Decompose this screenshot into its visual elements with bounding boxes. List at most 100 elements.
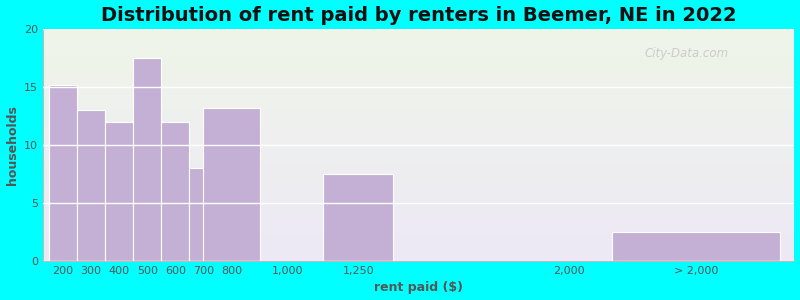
Bar — [43, 57, 794, 59]
Bar — [43, 92, 794, 94]
Bar — [611, 232, 780, 261]
Bar — [43, 187, 794, 189]
Bar — [43, 236, 794, 238]
Bar — [43, 112, 794, 115]
Bar — [43, 64, 794, 66]
Bar — [49, 85, 77, 261]
Bar — [43, 184, 794, 187]
Bar — [43, 233, 794, 236]
Bar — [43, 50, 794, 52]
Bar — [43, 34, 794, 36]
Bar — [43, 145, 794, 147]
Bar — [43, 219, 794, 222]
Bar — [43, 87, 794, 89]
Bar — [43, 240, 794, 242]
X-axis label: rent paid ($): rent paid ($) — [374, 281, 463, 294]
Bar — [43, 247, 794, 249]
Bar — [43, 73, 794, 75]
Bar — [43, 129, 794, 131]
Bar — [43, 59, 794, 61]
Bar — [43, 256, 794, 259]
Bar — [43, 36, 794, 38]
Bar — [43, 54, 794, 57]
Bar — [43, 161, 794, 164]
Bar — [43, 61, 794, 64]
Bar — [43, 119, 794, 122]
Bar — [43, 245, 794, 247]
Bar — [43, 66, 794, 68]
Bar — [43, 110, 794, 112]
Bar — [43, 178, 794, 180]
Bar — [43, 175, 794, 178]
Bar — [43, 242, 794, 245]
Bar — [43, 173, 794, 175]
Bar — [43, 124, 794, 126]
Bar — [43, 68, 794, 71]
Bar — [43, 80, 794, 82]
Bar — [190, 168, 218, 261]
Bar — [43, 224, 794, 226]
Bar — [43, 170, 794, 173]
Bar — [43, 159, 794, 161]
Bar — [43, 126, 794, 129]
Bar — [43, 168, 794, 170]
Bar — [43, 38, 794, 40]
Bar — [43, 136, 794, 138]
Bar — [43, 85, 794, 87]
Bar — [43, 47, 794, 50]
Bar — [133, 58, 162, 261]
Bar — [43, 254, 794, 256]
Bar — [43, 147, 794, 150]
Bar — [43, 131, 794, 134]
Bar — [43, 229, 794, 231]
Bar — [43, 134, 794, 136]
Bar — [105, 122, 133, 261]
Bar — [43, 75, 794, 78]
Bar — [43, 40, 794, 43]
Bar — [43, 71, 794, 73]
Bar — [77, 110, 105, 261]
Bar — [43, 106, 794, 108]
Bar — [323, 174, 394, 261]
Bar — [43, 117, 794, 119]
Bar — [43, 182, 794, 184]
Bar — [43, 196, 794, 198]
Bar — [43, 212, 794, 214]
Bar — [43, 78, 794, 80]
Bar — [43, 189, 794, 191]
Bar — [43, 222, 794, 224]
Y-axis label: households: households — [6, 105, 18, 185]
Bar — [43, 142, 794, 145]
Bar — [43, 45, 794, 47]
Bar — [43, 238, 794, 240]
Bar — [43, 259, 794, 261]
Bar — [43, 231, 794, 233]
Bar — [43, 89, 794, 92]
Bar — [43, 217, 794, 219]
Bar — [43, 226, 794, 229]
Text: City-Data.com: City-Data.com — [644, 47, 728, 61]
Bar — [43, 210, 794, 212]
Bar — [43, 214, 794, 217]
Bar — [43, 201, 794, 203]
Bar — [43, 96, 794, 98]
Bar — [43, 29, 794, 31]
Bar — [43, 43, 794, 45]
Bar — [43, 122, 794, 124]
Bar — [43, 198, 794, 201]
Bar — [43, 180, 794, 182]
Bar — [162, 122, 190, 261]
Bar — [43, 164, 794, 166]
Bar — [43, 101, 794, 103]
Bar — [43, 205, 794, 208]
Bar — [43, 157, 794, 159]
Bar — [43, 103, 794, 106]
Bar — [43, 152, 794, 154]
Bar — [43, 138, 794, 140]
Bar — [43, 191, 794, 194]
Bar — [43, 249, 794, 252]
Bar — [43, 31, 794, 34]
Bar — [43, 203, 794, 205]
Bar — [43, 82, 794, 85]
Bar — [43, 208, 794, 210]
